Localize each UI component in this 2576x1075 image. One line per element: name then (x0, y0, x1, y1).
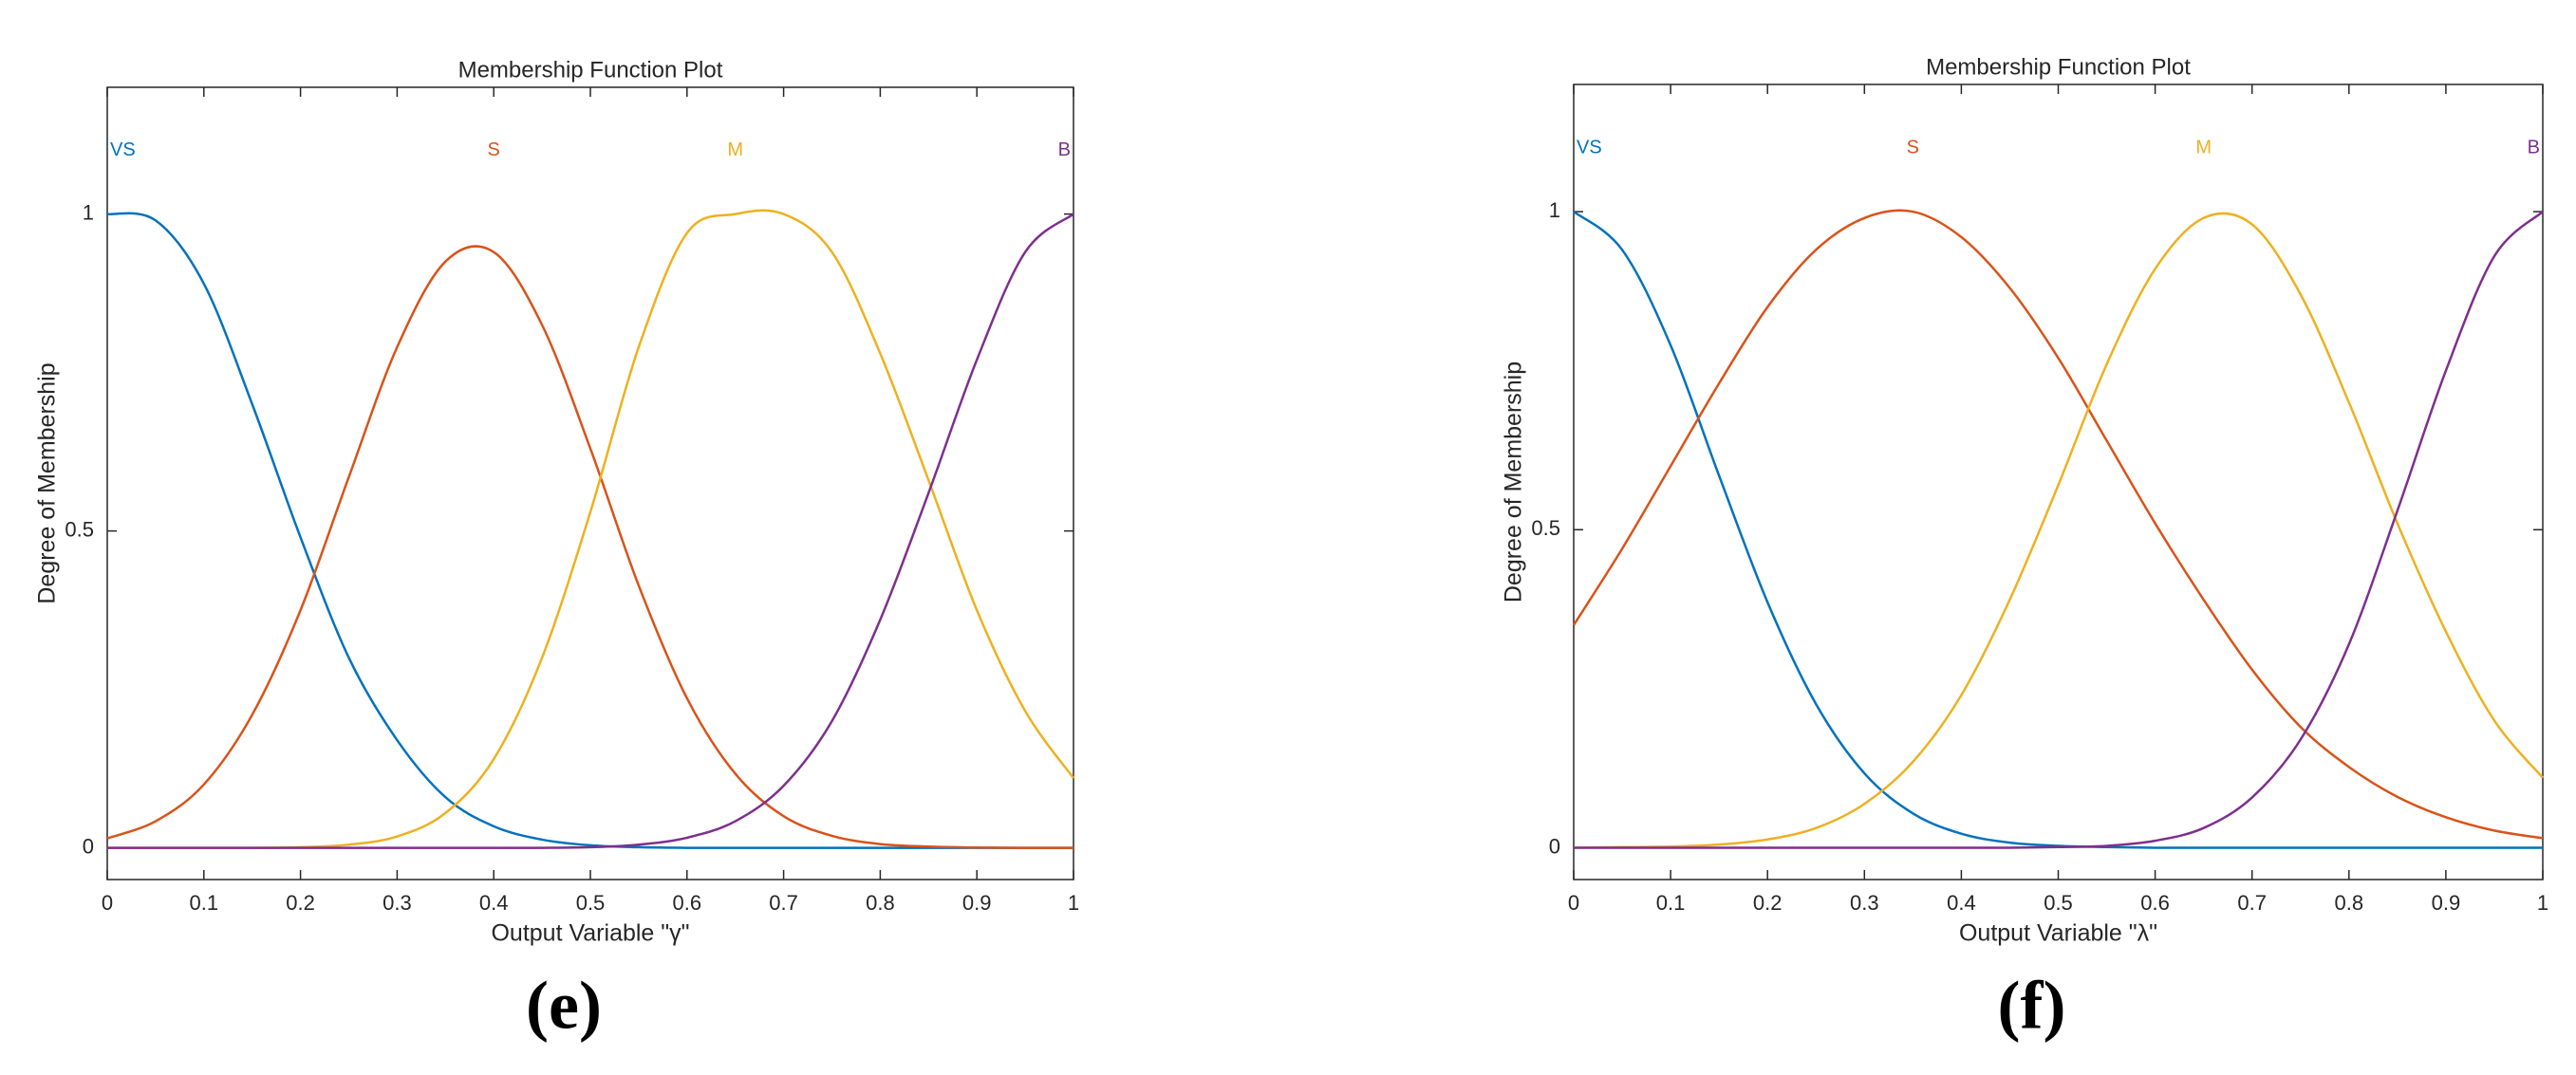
panel-label: (f) (1998, 968, 2066, 1044)
x-tick-label: 0.3 (383, 891, 412, 915)
x-tick-label: 0.7 (769, 891, 798, 915)
x-tick-label: 0.5 (576, 891, 606, 915)
plot-area (106, 86, 1074, 880)
y-tick-label: 0.5 (65, 517, 94, 541)
x-axis-label: Output Variable "γ" (491, 920, 689, 947)
y-axis-label: Degree of Membership (1501, 361, 1527, 602)
plot-area (1573, 83, 2544, 880)
x-tick-label: 0.2 (286, 891, 315, 915)
x-tick-label: 0.8 (866, 891, 895, 915)
panel-label: (e) (526, 968, 602, 1044)
mf-line (1573, 212, 2544, 849)
mf-label: M (727, 139, 743, 160)
mf-label: S (1907, 137, 1919, 158)
x-tick-label: 0.7 (2237, 891, 2267, 915)
mf-line (1573, 211, 2543, 849)
x-tick-label: 0.6 (2140, 891, 2170, 915)
x-tick-label: 1 (2537, 891, 2548, 915)
mf-line (106, 213, 1074, 849)
mf-line (1574, 211, 2544, 849)
chart-title: Membership Function Plot (1926, 54, 2191, 80)
x-tick-label: 0.1 (190, 891, 219, 915)
x-tick-label: 0.2 (1753, 891, 1783, 915)
chart: Membership Function Plot Output Variable … (34, 57, 1080, 1043)
mf-label: M (2195, 137, 2212, 158)
mf-line (106, 245, 1074, 849)
x-axis-label: Output Variable "λ" (1959, 920, 2157, 947)
y-tick-label: 0.5 (1531, 516, 1560, 540)
mf-label: VS (1577, 137, 1602, 158)
x-tick-label: 0 (102, 891, 113, 915)
x-tick-label: 0.3 (1850, 891, 1879, 915)
y-tick-label: 0 (83, 834, 94, 858)
mf-label: B (2528, 137, 2540, 158)
x-tick-label: 0.9 (2432, 891, 2461, 915)
x-tick-label: 0.6 (673, 891, 702, 915)
y-axis-label: Degree of Membership (34, 362, 61, 603)
x-tick-label: 0.4 (1947, 891, 1976, 915)
x-tick-label: 0.4 (479, 891, 509, 915)
x-tick-label: 1 (1068, 891, 1079, 915)
x-tick-label: 0.9 (962, 891, 992, 915)
mf-label: VS (110, 139, 136, 160)
x-tick-label: 0.1 (1656, 891, 1686, 915)
y-tick-label: 0 (1549, 834, 1560, 858)
mf-label: B (1058, 139, 1071, 160)
mf-line (106, 212, 1073, 849)
y-tick-label: 1 (83, 200, 94, 224)
x-tick-label: 0.8 (2335, 891, 2364, 915)
y-tick-label: 1 (1549, 198, 1560, 222)
x-tick-label: 0 (1568, 891, 1579, 915)
chart: Membership Function Plot Output Variable … (1501, 54, 2549, 1043)
x-tick-label: 0.5 (2044, 891, 2073, 915)
mf-label: S (488, 139, 500, 160)
mf-line (1572, 209, 2544, 840)
chart-title: Membership Function Plot (458, 57, 723, 83)
